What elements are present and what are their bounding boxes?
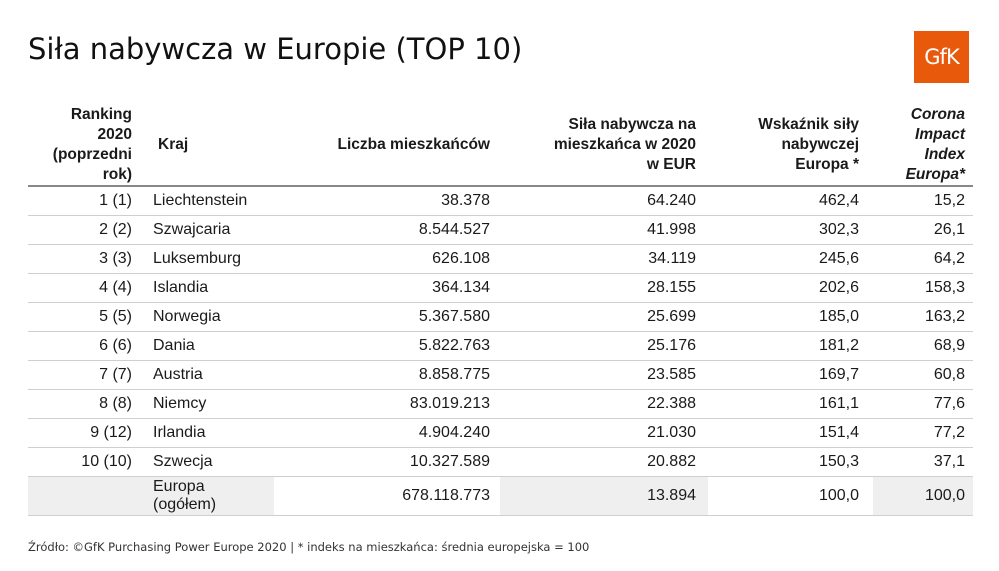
cell-corona: 15,2 [933, 192, 965, 209]
cell-corona: 158,3 [924, 279, 965, 296]
cell-corona: 77,6 [933, 395, 965, 412]
header-population: Liczba mieszkańców [337, 135, 490, 153]
cell-country: Europa (ogółem) [152, 476, 274, 516]
cell-index: 185,0 [818, 308, 859, 325]
cell-corona: 77,2 [933, 424, 965, 441]
table-row: 7 (7) Austria 8.858.775 23.585 169,7 60,8 [28, 361, 973, 390]
cell-corona: 68,9 [933, 337, 965, 354]
cell-country: Norwegia [153, 308, 221, 325]
cell-country: Dania [153, 337, 195, 354]
table-row: 9 (12) Irlandia 4.904.240 21.030 151,4 77,2 [28, 419, 973, 448]
table-row: 2 (2) Szwajcaria 8.544.527 41.998 302,3 26,1 [28, 216, 973, 245]
cell-country: Niemcy [153, 395, 207, 412]
cell-population: 626.108 [432, 250, 490, 267]
table-row: 3 (3) Luksemburg 626.108 34.119 245,6 64,2 [28, 245, 973, 274]
cell-index: 462,4 [818, 192, 859, 209]
cell-rank: 5 (5) [99, 308, 132, 325]
gfk-logo: GfK [914, 31, 969, 83]
cell-population: 38.378 [441, 192, 490, 209]
header-purchasing-power: Siła nabywcza na mieszkańca w 2020 w EUR [553, 115, 696, 173]
table-row: 8 (8) Niemcy 83.019.213 22.388 161,1 77,6 [28, 390, 973, 419]
cell-population: 364.134 [432, 279, 490, 296]
cell-population: 5.822.763 [418, 337, 490, 354]
table-total-row: Europa (ogółem) 678.118.773 13.894 100,0 … [28, 476, 973, 516]
table-body: 1 (1) Liechtenstein 38.378 64.240 462,4 15,2 … [28, 186, 973, 516]
cell-corona: 64,2 [933, 250, 965, 267]
cell-power: 41.998 [647, 221, 696, 238]
cell-population: 8.858.775 [418, 366, 490, 383]
cell-corona: 26,1 [933, 221, 965, 238]
cell-rank: 10 (10) [81, 453, 132, 470]
header-ranking: Ranking 2020 (poprzedni rok) [52, 105, 132, 183]
table-row: 10 (10) Szwecja 10.327.589 20.882 150,3 37,1 [28, 448, 973, 477]
cell-rank: 3 (3) [99, 250, 132, 267]
cell-power: 34.119 [648, 250, 696, 267]
cell-rank: 8 (8) [99, 395, 132, 412]
cell-power: 20.882 [647, 453, 696, 470]
cell-index: 161,1 [818, 395, 859, 412]
cell-index: 202,6 [818, 279, 859, 296]
header-country: Kraj [158, 135, 189, 153]
cell-rank: 6 (6) [99, 337, 132, 354]
table-row: 6 (6) Dania 5.822.763 25.176 181,2 68,9 [28, 332, 973, 361]
cell-power: 23.585 [647, 366, 696, 383]
cell-power: 64.240 [647, 192, 696, 209]
cell-population: 5.367.580 [418, 308, 490, 325]
table-header-row: Ranking 2020 (poprzedni rok) Kraj Liczba… [28, 104, 973, 186]
cell-population: 678.118.773 [274, 476, 500, 516]
cell-index: 100,0 [708, 476, 873, 516]
source-note: Źródło: ©GfK Purchasing Power Europe 202… [28, 540, 590, 554]
cell-population: 83.019.213 [409, 395, 490, 412]
cell-rank: 1 (1) [99, 192, 132, 209]
table-row: 1 (1) Liechtenstein 38.378 64.240 462,4 15,2 [28, 186, 973, 216]
cell-corona: 100,0 [873, 476, 973, 516]
cell-index: 169,7 [818, 366, 859, 383]
cell-power: 22.388 [647, 395, 696, 412]
cell-rank-empty [28, 476, 152, 516]
cell-rank: 7 (7) [99, 366, 132, 383]
cell-country: Szwajcaria [153, 221, 231, 238]
cell-rank: 4 (4) [99, 279, 132, 296]
page-title: Siła nabywcza w Europie (TOP 10) [28, 32, 523, 66]
purchasing-power-table: Ranking 2020 (poprzedni rok) Kraj Liczba… [28, 104, 973, 516]
header-corona-index: Corona Impact Index Europa* [905, 105, 965, 183]
cell-power: 21.030 [647, 424, 696, 441]
cell-index: 245,6 [818, 250, 859, 267]
cell-power: 25.176 [647, 337, 696, 354]
table-row: 5 (5) Norwegia 5.367.580 25.699 185,0 163,2 [28, 303, 973, 332]
cell-population: 4.904.240 [418, 424, 490, 441]
header-index: Wskaźnik siły nabywczej Europa * [758, 115, 859, 173]
cell-index: 151,4 [818, 424, 859, 441]
cell-index: 150,3 [818, 453, 859, 470]
cell-country: Szwecja [153, 453, 213, 470]
cell-index: 181,2 [818, 337, 859, 354]
cell-country: Luksemburg [153, 250, 242, 267]
cell-corona: 37,1 [933, 453, 965, 470]
cell-power: 25.699 [647, 308, 696, 325]
cell-country: Islandia [153, 279, 209, 296]
cell-population: 8.544.527 [418, 221, 490, 238]
cell-country: Irlandia [153, 424, 206, 441]
cell-corona: 60,8 [933, 366, 965, 383]
cell-rank: 2 (2) [99, 221, 132, 238]
cell-index: 302,3 [818, 221, 859, 238]
cell-rank: 9 (12) [90, 424, 132, 441]
cell-corona: 163,2 [924, 308, 965, 325]
cell-population: 10.327.589 [409, 453, 490, 470]
cell-power: 28.155 [647, 279, 696, 296]
cell-power: 13.894 [500, 476, 708, 516]
cell-country: Liechtenstein [153, 192, 248, 209]
table-row: 4 (4) Islandia 364.134 28.155 202,6 158,3 [28, 274, 973, 303]
cell-country: Austria [153, 366, 203, 383]
